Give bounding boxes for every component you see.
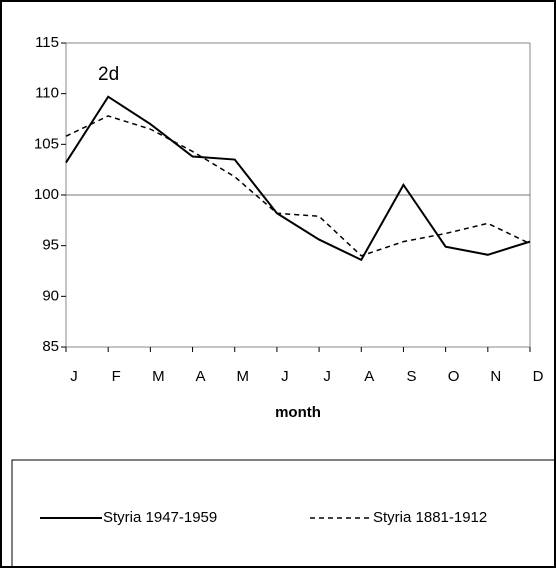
x-tick-label: A [364, 368, 374, 385]
x-tick-label: M [236, 368, 249, 385]
x-tick-label: F [112, 368, 121, 385]
y-tick-label: 85 [42, 338, 59, 355]
x-tick-label: A [196, 368, 206, 385]
x-axis-label: month [275, 404, 321, 421]
annotation: 2d [98, 64, 119, 85]
series-line [65, 95, 531, 262]
y-tick-label: 95 [42, 237, 59, 254]
x-tick-label: N [490, 368, 501, 385]
y-tick-label: 110 [35, 85, 59, 102]
legend-label: Styria 1947-1959 [103, 509, 217, 526]
y-tick-label: 100 [34, 186, 59, 203]
y-tick-label: 90 [42, 287, 59, 304]
legend-label: Styria 1881-1912 [373, 509, 487, 526]
x-tick-label: J [323, 368, 331, 385]
legend-box [11, 459, 556, 568]
x-tick-label: J [281, 368, 289, 385]
x-tick-label: S [406, 368, 416, 385]
x-tick-label: D [533, 368, 544, 385]
y-tick-label: 115 [35, 34, 59, 51]
x-tick-label: M [152, 368, 165, 385]
x-tick-label: O [448, 368, 460, 385]
x-tick-label: J [70, 368, 78, 385]
y-tick-label: 105 [34, 135, 59, 152]
series-line [65, 115, 531, 257]
